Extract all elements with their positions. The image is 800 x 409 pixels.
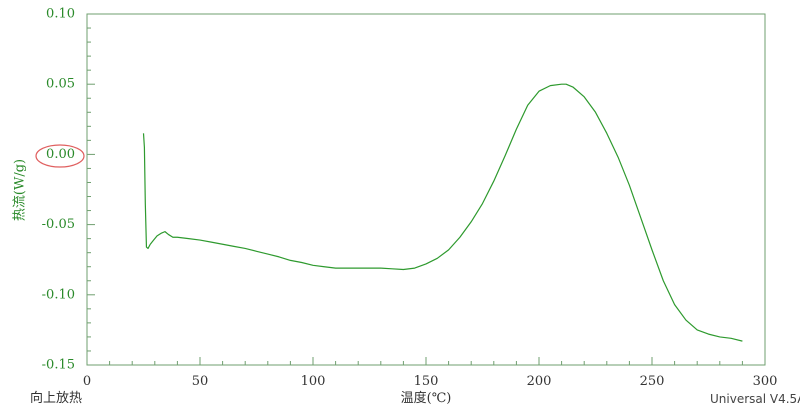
series-group bbox=[142, 83, 743, 342]
y-axis-label: 热流(W/g) bbox=[13, 159, 28, 221]
x-tick-label: 50 bbox=[192, 374, 209, 389]
y-tick-label: 0.00 bbox=[46, 147, 75, 162]
zero-tick-highlight-ellipse bbox=[35, 144, 85, 168]
x-axis-ticks: 0 50 100 150 200 250 300 bbox=[83, 357, 778, 389]
x-tick-label: 0 bbox=[83, 374, 91, 389]
x-tick-label: 150 bbox=[414, 374, 439, 389]
x-tick-label: 200 bbox=[527, 374, 552, 389]
y-tick-label: 0.10 bbox=[46, 7, 75, 22]
x-tick-label: 100 bbox=[301, 374, 326, 389]
x-axis-label: 温度(℃) bbox=[401, 390, 452, 406]
x-tick-label: 250 bbox=[640, 374, 665, 389]
y-axis-ticks: 0.10 0.05 0.00 -0.05 -0.10 -0.15 bbox=[42, 7, 95, 373]
y-tick-label: -0.15 bbox=[42, 358, 75, 373]
software-watermark: Universal V4.5A TA Instruments bbox=[710, 392, 800, 406]
heat-flow-series-line bbox=[142, 83, 743, 342]
exo-up-label: 向上放热 bbox=[30, 390, 82, 406]
x-tick-label: 300 bbox=[753, 374, 778, 389]
y-tick-label: -0.05 bbox=[42, 217, 75, 232]
y-tick-label: 0.05 bbox=[46, 77, 75, 92]
y-tick-label: -0.10 bbox=[42, 287, 75, 302]
